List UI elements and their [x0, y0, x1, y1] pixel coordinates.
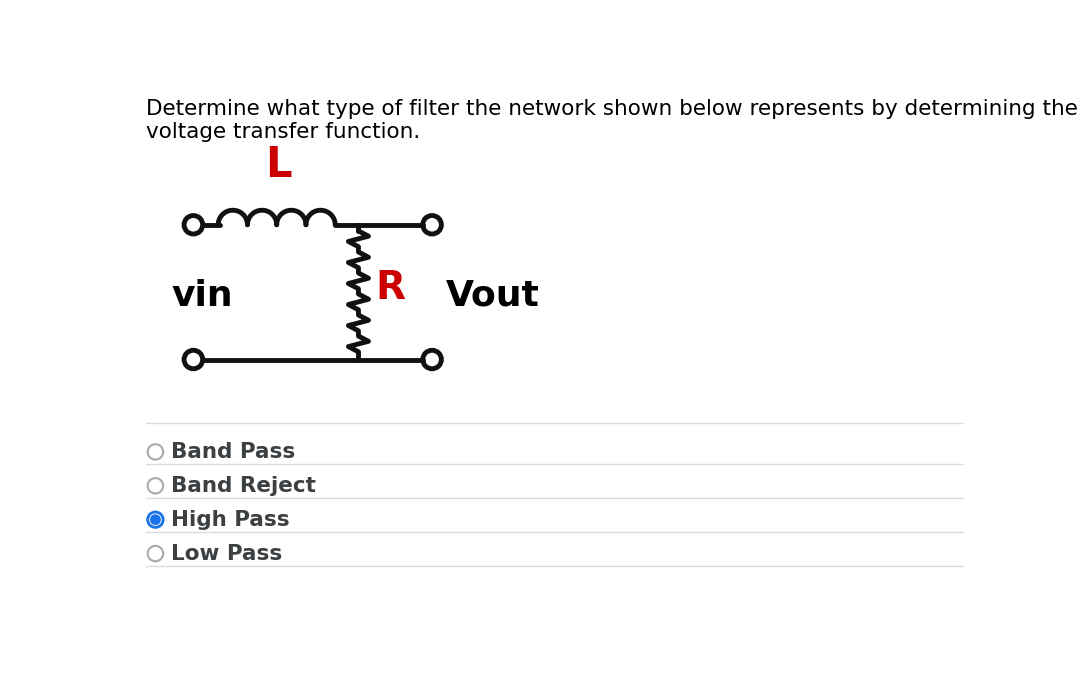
Text: Vout: Vout — [446, 279, 540, 313]
Text: R: R — [375, 268, 406, 307]
Circle shape — [150, 514, 161, 525]
Text: Band Reject: Band Reject — [171, 476, 316, 496]
Text: Determine what type of filter the network shown below represents by determining : Determine what type of filter the networ… — [146, 99, 1078, 119]
Text: vin: vin — [172, 279, 234, 313]
Text: High Pass: High Pass — [171, 510, 290, 530]
Text: L: L — [265, 144, 291, 187]
Text: voltage transfer function.: voltage transfer function. — [146, 122, 420, 143]
Text: Low Pass: Low Pass — [171, 543, 282, 564]
Text: Band Pass: Band Pass — [171, 442, 295, 462]
